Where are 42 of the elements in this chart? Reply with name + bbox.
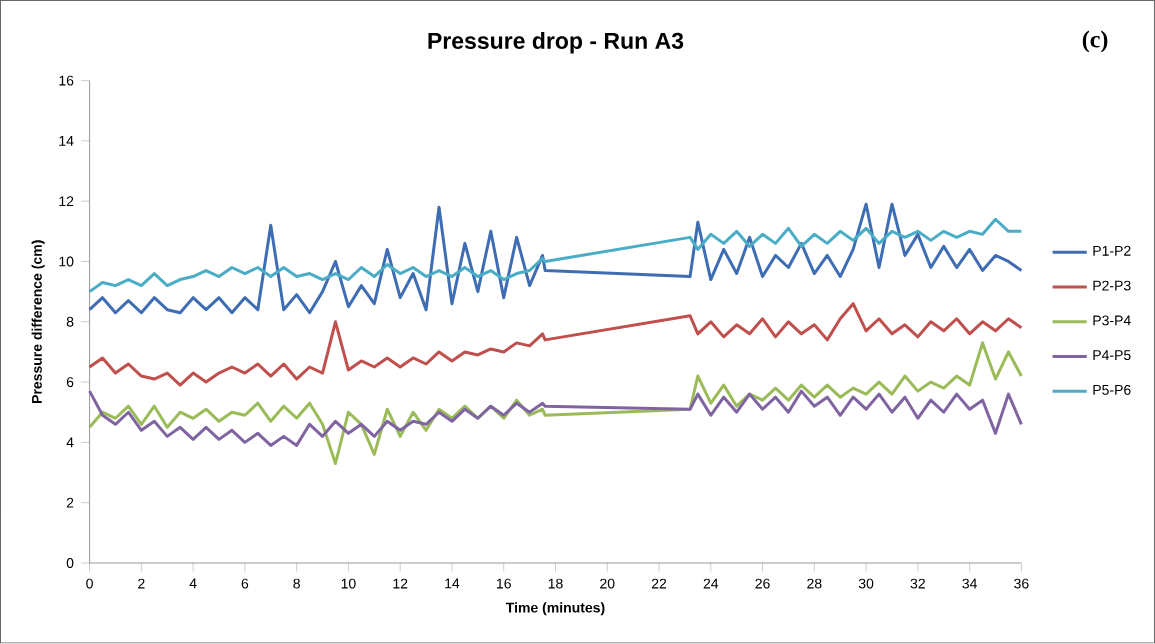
line-series [88, 341, 1023, 466]
y-tick-label: 8 [66, 317, 74, 327]
legend-label: P2-P3 [1093, 280, 1131, 291]
line-series [88, 389, 1023, 448]
line-series [88, 302, 1023, 387]
legend-label: P1-P2 [1093, 246, 1131, 256]
x-tick-label: 6 [241, 578, 249, 589]
y-tick-label: 10 [59, 256, 74, 267]
line-series [88, 217, 1023, 294]
x-tick-label: 32 [910, 578, 925, 589]
legend-label: P3-P4 [1093, 315, 1131, 326]
y-tick-label: 6 [66, 377, 74, 388]
line-series [88, 202, 1023, 315]
y-tick-label: 4 [66, 437, 74, 448]
x-tick-label: 4 [189, 578, 197, 589]
x-tick-label: 20 [600, 578, 615, 589]
y-tick-label: 0 [66, 558, 74, 569]
x-tick-label: 34 [962, 578, 977, 589]
y-axis-title: Pressure difference (cm) [31, 240, 45, 404]
y-tick-label: 12 [59, 196, 74, 207]
x-tick-label: 14 [445, 578, 460, 589]
x-tick-label: 2 [138, 578, 145, 589]
text: (c) [1082, 30, 1108, 53]
x-tick-label: 0 [86, 578, 93, 589]
x-tick-label: 30 [858, 578, 874, 589]
x-tick-label: 22 [651, 578, 667, 589]
x-tick-label: 26 [755, 578, 770, 589]
x-tick-label: 8 [293, 578, 300, 589]
y-tick-label: 14 [59, 136, 74, 146]
y-tick-label: 16 [59, 75, 74, 86]
x-tick-label: 12 [393, 578, 408, 589]
x-tick-label: 36 [1014, 578, 1029, 589]
y-tick-label: 2 [66, 498, 74, 508]
x-tick-label: 18 [548, 578, 563, 589]
x-tick-label: 24 [703, 578, 719, 589]
x-tick-label: 28 [807, 578, 822, 589]
legend-label: P5-P6 [1093, 385, 1131, 396]
legend-label: P4-P5 [1093, 350, 1131, 361]
x-axis-title: Time (minutes) [505, 602, 605, 616]
chart-title: Pressure drop - Run A3 [428, 32, 684, 54]
x-tick-label: 16 [496, 578, 511, 589]
x-tick-label: 10 [341, 578, 356, 589]
